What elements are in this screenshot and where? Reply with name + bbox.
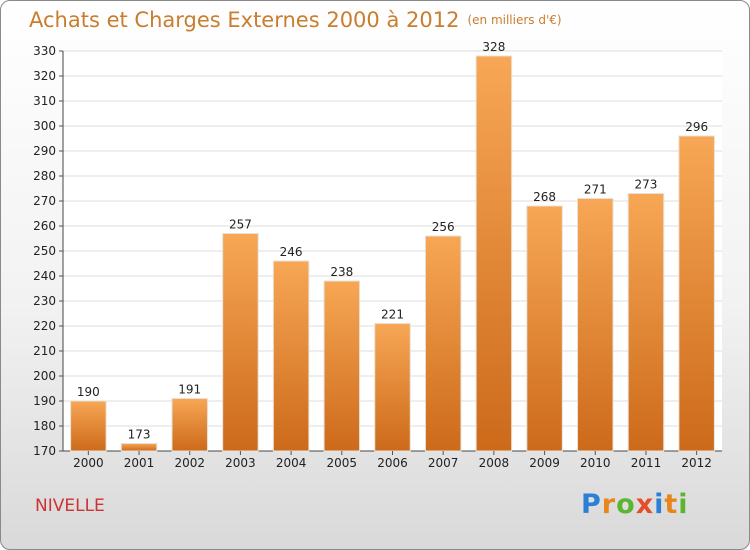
- bar-2011: [627, 193, 665, 452]
- y-tick-label: 280: [33, 169, 56, 183]
- x-tick-label-2003: 2003: [225, 456, 256, 470]
- x-tick-label-2010: 2010: [580, 456, 611, 470]
- y-tick-label: 200: [33, 369, 56, 383]
- data-label-2008: 328: [482, 40, 505, 54]
- proxiti-logo: Proxiti: [581, 489, 689, 520]
- y-tick-label: 220: [33, 319, 56, 333]
- bar-2006: [374, 323, 411, 452]
- bar-2012: [678, 135, 715, 452]
- data-label-2006: 221: [381, 308, 404, 322]
- y-tick-label: 310: [33, 94, 56, 108]
- logo-letter: i: [678, 489, 689, 520]
- data-label-2004: 246: [280, 245, 303, 259]
- data-label-2007: 256: [432, 220, 455, 234]
- bar-2010: [577, 198, 614, 452]
- y-tick-label: 240: [33, 269, 56, 283]
- chart-title-text: Achats et Charges Externes 2000 à 2012: [29, 8, 460, 32]
- x-tick-label-2001: 2001: [124, 456, 155, 470]
- bar-2009: [526, 205, 563, 452]
- data-label-2012: 296: [685, 120, 708, 134]
- bar-2007: [424, 235, 462, 452]
- x-tick-label-2009: 2009: [529, 456, 560, 470]
- logo-letter: x: [635, 489, 655, 520]
- y-tick-label: 190: [33, 394, 56, 408]
- data-label-2011: 273: [635, 178, 658, 192]
- data-label-2000: 190: [77, 385, 100, 399]
- bar-2003: [222, 233, 259, 452]
- data-label-2001: 173: [128, 428, 151, 442]
- logo-letter: t: [664, 489, 679, 520]
- logo-letter: P: [581, 489, 602, 520]
- place-name: NIVELLE: [35, 496, 105, 516]
- logo-letter: r: [601, 489, 617, 520]
- y-tick-label: 170: [33, 444, 56, 458]
- data-label-2010: 271: [584, 183, 607, 197]
- bar-2004: [272, 260, 310, 452]
- y-tick-label: 250: [33, 244, 56, 258]
- x-tick-label-2006: 2006: [377, 456, 408, 470]
- bar-2001: [120, 443, 158, 452]
- y-tick-label: 260: [33, 219, 56, 233]
- y-tick-label: 210: [33, 344, 56, 358]
- data-label-2002: 191: [178, 383, 201, 397]
- y-tick-label: 270: [33, 194, 56, 208]
- y-tick-label: 300: [33, 119, 56, 133]
- data-label-2005: 238: [330, 265, 353, 279]
- data-label-2009: 268: [533, 190, 556, 204]
- logo-letter: o: [616, 489, 636, 520]
- x-tick-label-2005: 2005: [327, 456, 358, 470]
- bar-2000: [70, 400, 107, 452]
- x-tick-label-2007: 2007: [428, 456, 459, 470]
- x-tick-label-2012: 2012: [681, 456, 712, 470]
- x-tick-label-2002: 2002: [174, 456, 205, 470]
- chart-subtitle: (en milliers d'€): [467, 13, 562, 27]
- y-tick-label: 180: [33, 419, 56, 433]
- x-tick-label-2000: 2000: [73, 456, 104, 470]
- bar-2002: [171, 398, 208, 452]
- bar-2008: [475, 55, 513, 452]
- x-tick-label-2011: 2011: [631, 456, 662, 470]
- bar-2005: [323, 280, 361, 452]
- y-tick-label: 290: [33, 144, 56, 158]
- y-tick-label: 230: [33, 294, 56, 308]
- y-tick-label: 330: [33, 44, 56, 58]
- data-label-2003: 257: [229, 218, 252, 232]
- chart-title: Achats et Charges Externes 2000 à 2012 (e…: [29, 8, 562, 32]
- y-tick-label: 320: [33, 69, 56, 83]
- x-tick-label-2008: 2008: [479, 456, 510, 470]
- x-tick-label-2004: 2004: [276, 456, 307, 470]
- logo-letter: i: [654, 489, 665, 520]
